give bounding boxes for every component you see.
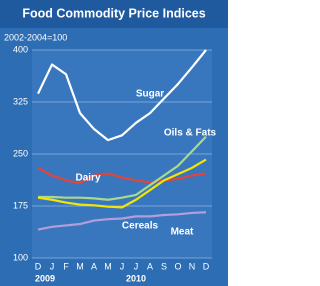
year-label: 2009: [35, 273, 55, 283]
chart-subtitle: 2002-2004=100: [4, 32, 67, 42]
x-tick-label: J: [134, 261, 139, 271]
y-tick-label: 250: [13, 148, 28, 158]
chart: Food Commodity Price Indices 2002-2004=1…: [0, 0, 228, 286]
y-tick-label: 325: [13, 96, 28, 106]
x-tick-label: N: [189, 261, 196, 271]
x-tick-label: A: [147, 261, 153, 271]
x-tick-label: M: [104, 261, 112, 271]
y-tick-label: 100: [13, 252, 28, 262]
year-label: 2010: [126, 273, 146, 283]
x-tick-label: D: [203, 261, 210, 271]
series-line: [37, 49, 207, 142]
series-line: [37, 158, 207, 209]
x-tick-label: M: [76, 261, 84, 271]
series-label: Cereals: [122, 221, 159, 232]
chart-title: Food Commodity Price Indices: [22, 6, 205, 20]
x-tick-label: F: [63, 261, 69, 271]
series-label: Oils & Fats: [164, 128, 217, 139]
series-label: Dairy: [75, 173, 100, 184]
x-tick-label: S: [161, 261, 167, 271]
x-tick-label: A: [91, 261, 97, 271]
series-line: [37, 166, 207, 185]
y-tick-label: 400: [13, 44, 28, 54]
x-tick-label: J: [50, 261, 55, 271]
series-label: Meat: [171, 227, 194, 238]
y-tick-label: 175: [13, 200, 28, 210]
title-bar: [0, 0, 228, 28]
x-tick-label: D: [35, 261, 42, 271]
x-tick-label: O: [174, 261, 181, 271]
x-tick-label: J: [120, 261, 125, 271]
series-line: [38, 135, 207, 201]
series-label: Sugar: [136, 89, 164, 100]
series-line: [37, 211, 207, 231]
